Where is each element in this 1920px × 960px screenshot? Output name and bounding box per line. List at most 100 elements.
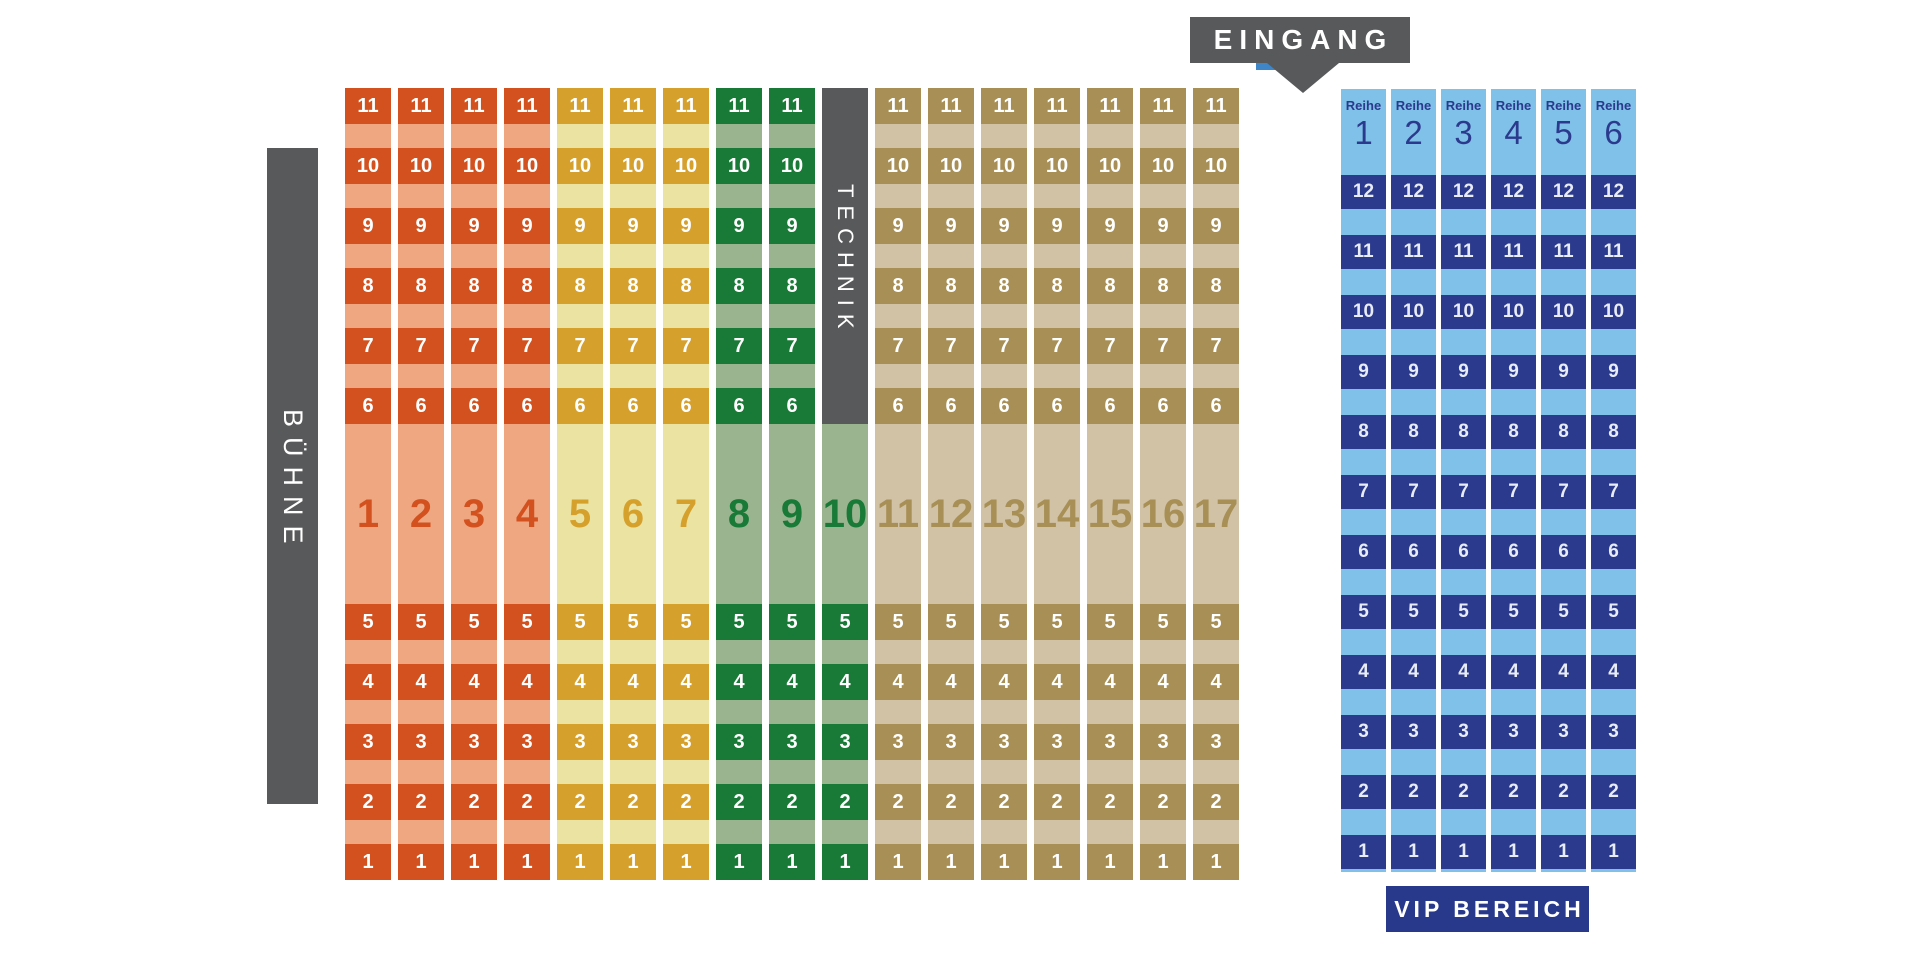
seat-3-7: 7 <box>451 328 497 364</box>
seat-17-4: 4 <box>1193 664 1239 700</box>
vip-row-label: Reihe <box>1545 98 1582 113</box>
seat-1-5: 5 <box>345 604 391 640</box>
vip-seat-4-8: 8 <box>1491 415 1536 449</box>
column-number-area-6: 6 <box>610 424 656 604</box>
vip-seat-4-5: 5 <box>1491 595 1536 629</box>
vip-seat-4-9: 9 <box>1491 355 1536 389</box>
seat-1-6: 6 <box>345 388 391 424</box>
seat-2-3: 3 <box>398 724 444 760</box>
vip-seat-4-11: 11 <box>1491 235 1536 269</box>
seat-12-8: 8 <box>928 268 974 304</box>
seat-11-3: 3 <box>875 724 921 760</box>
vip-area-label: VIP BEREICH <box>1394 895 1585 922</box>
seat-17-11: 11 <box>1193 88 1239 124</box>
vip-seat-2-1: 1 <box>1391 835 1436 869</box>
seat-11-11: 11 <box>875 88 921 124</box>
seat-8-9: 9 <box>716 208 762 244</box>
seat-15-2: 2 <box>1087 784 1133 820</box>
seat-15-4: 4 <box>1087 664 1133 700</box>
seat-5-8: 8 <box>557 268 603 304</box>
vip-seat-6-8: 8 <box>1591 415 1636 449</box>
seat-3-11: 11 <box>451 88 497 124</box>
seat-9-11: 11 <box>769 88 815 124</box>
seat-6-9: 9 <box>610 208 656 244</box>
seat-11-8: 8 <box>875 268 921 304</box>
seat-14-2: 2 <box>1034 784 1080 820</box>
seat-1-10: 10 <box>345 148 391 184</box>
seat-7-9: 9 <box>663 208 709 244</box>
column-number-11: 11 <box>876 492 920 536</box>
seat-1-7: 7 <box>345 328 391 364</box>
seat-column-15: 11 10 9 8 7 6 15 5 4 3 2 1 <box>1087 88 1133 880</box>
seat-13-4: 4 <box>981 664 1027 700</box>
seat-11-9: 9 <box>875 208 921 244</box>
seat-9-9: 9 <box>769 208 815 244</box>
vip-seat-3-11: 11 <box>1441 235 1486 269</box>
seat-9-7: 7 <box>769 328 815 364</box>
vip-seat-2-7: 7 <box>1391 475 1436 509</box>
column-number-3: 3 <box>462 492 486 536</box>
seat-11-10: 10 <box>875 148 921 184</box>
entrance-label-box: EINGANG <box>1190 17 1410 63</box>
seat-13-6: 6 <box>981 388 1027 424</box>
seat-3-10: 10 <box>451 148 497 184</box>
seat-16-2: 2 <box>1140 784 1186 820</box>
seat-10-3: 3 <box>822 724 868 760</box>
seat-8-3: 3 <box>716 724 762 760</box>
seat-14-1: 1 <box>1034 844 1080 880</box>
column-number-10: 10 <box>822 492 868 536</box>
vip-column-number-4: 4 <box>1504 114 1523 151</box>
seat-14-11: 11 <box>1034 88 1080 124</box>
column-number-1: 1 <box>356 492 380 536</box>
vip-seating-grid: Reihe 1 12 11 10 9 8 7 6 5 4 3 2 1 Reihe 2 12 11 10 9 8 7 6 5 4 3… <box>1341 89 1636 872</box>
seat-8-10: 10 <box>716 148 762 184</box>
vip-column-number-1: 1 <box>1354 114 1373 151</box>
vip-column-header-2: Reihe 2 <box>1391 89 1436 175</box>
seat-11-2: 2 <box>875 784 921 820</box>
vip-column-4: Reihe 4 12 11 10 9 8 7 6 5 4 3 2 1 <box>1491 89 1536 872</box>
seat-3-3: 3 <box>451 724 497 760</box>
seat-4-1: 1 <box>504 844 550 880</box>
vip-seat-4-7: 7 <box>1491 475 1536 509</box>
seat-12-4: 4 <box>928 664 974 700</box>
vip-seat-3-4: 4 <box>1441 655 1486 689</box>
seat-5-4: 4 <box>557 664 603 700</box>
seat-15-7: 7 <box>1087 328 1133 364</box>
seat-13-1: 1 <box>981 844 1027 880</box>
vip-row-label: Reihe <box>1495 98 1532 113</box>
vip-seat-4-4: 4 <box>1491 655 1536 689</box>
column-number-area-7: 7 <box>663 424 709 604</box>
vip-seat-6-2: 2 <box>1591 775 1636 809</box>
technik-bar: TECHNIK <box>822 88 868 424</box>
seat-11-5: 5 <box>875 604 921 640</box>
vip-seat-2-3: 3 <box>1391 715 1436 749</box>
seat-16-5: 5 <box>1140 604 1186 640</box>
seat-3-9: 9 <box>451 208 497 244</box>
seat-1-1: 1 <box>345 844 391 880</box>
seat-15-6: 6 <box>1087 388 1133 424</box>
seat-12-7: 7 <box>928 328 974 364</box>
vip-seat-3-7: 7 <box>1441 475 1486 509</box>
vip-seat-6-9: 9 <box>1591 355 1636 389</box>
seat-5-1: 1 <box>557 844 603 880</box>
vip-seat-6-7: 7 <box>1591 475 1636 509</box>
vip-seat-2-5: 5 <box>1391 595 1436 629</box>
vip-seat-5-5: 5 <box>1541 595 1586 629</box>
seat-16-11: 11 <box>1140 88 1186 124</box>
seat-6-6: 6 <box>610 388 656 424</box>
seat-1-2: 2 <box>345 784 391 820</box>
seat-column-6: 11 10 9 8 7 6 6 5 4 3 2 1 <box>610 88 656 880</box>
entrance-label: EINGANG <box>1213 24 1394 55</box>
vip-seat-1-9: 9 <box>1341 355 1386 389</box>
seat-7-3: 3 <box>663 724 709 760</box>
seat-4-11: 11 <box>504 88 550 124</box>
column-number-4: 4 <box>515 492 539 536</box>
vip-seat-4-3: 3 <box>1491 715 1536 749</box>
seat-column-13: 11 10 9 8 7 6 13 5 4 3 2 1 <box>981 88 1027 880</box>
seat-9-5: 5 <box>769 604 815 640</box>
seat-17-10: 10 <box>1193 148 1239 184</box>
seat-6-8: 8 <box>610 268 656 304</box>
column-number-area-8: 8 <box>716 424 762 604</box>
seat-2-8: 8 <box>398 268 444 304</box>
seat-13-9: 9 <box>981 208 1027 244</box>
